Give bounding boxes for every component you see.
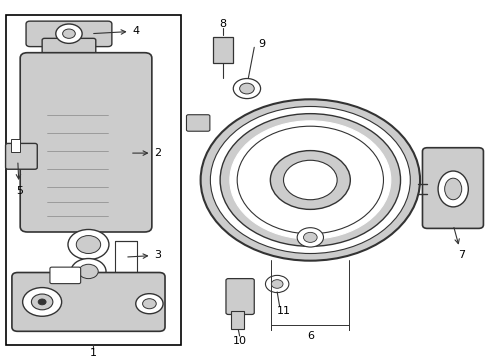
Bar [230, 311, 244, 329]
Circle shape [283, 160, 336, 200]
Text: 3: 3 [127, 250, 161, 260]
Text: 10: 10 [232, 336, 246, 346]
Text: 4: 4 [94, 26, 139, 36]
Circle shape [220, 114, 400, 246]
Circle shape [22, 288, 61, 316]
Circle shape [76, 235, 101, 253]
Circle shape [239, 83, 254, 94]
Ellipse shape [444, 178, 461, 200]
Circle shape [233, 78, 260, 99]
Circle shape [62, 29, 75, 39]
Text: 8: 8 [219, 19, 226, 29]
Bar [5, 15, 181, 345]
Bar [115, 241, 137, 275]
Circle shape [38, 299, 46, 305]
FancyBboxPatch shape [5, 143, 37, 169]
Circle shape [142, 299, 156, 309]
FancyBboxPatch shape [26, 21, 112, 46]
Text: 9: 9 [258, 39, 264, 49]
Circle shape [79, 264, 98, 279]
Circle shape [297, 228, 323, 247]
FancyBboxPatch shape [12, 273, 164, 331]
Text: 5: 5 [16, 163, 22, 196]
Bar [11, 139, 20, 152]
FancyBboxPatch shape [20, 53, 152, 232]
Text: 1: 1 [90, 348, 97, 358]
Circle shape [237, 126, 383, 234]
Ellipse shape [437, 171, 468, 207]
Circle shape [303, 232, 317, 242]
Circle shape [56, 24, 82, 43]
Circle shape [136, 294, 163, 314]
FancyBboxPatch shape [422, 148, 483, 228]
FancyBboxPatch shape [225, 279, 254, 315]
Circle shape [200, 99, 419, 261]
Text: 7: 7 [453, 228, 464, 260]
Text: 11: 11 [276, 306, 290, 316]
Text: 2: 2 [132, 148, 161, 158]
Circle shape [210, 107, 409, 253]
FancyBboxPatch shape [186, 115, 209, 131]
Circle shape [71, 258, 106, 284]
FancyBboxPatch shape [50, 267, 81, 284]
Circle shape [68, 229, 109, 260]
Circle shape [271, 280, 283, 288]
Circle shape [31, 294, 53, 310]
Circle shape [265, 275, 288, 293]
Circle shape [270, 150, 349, 210]
Text: 6: 6 [306, 331, 313, 341]
FancyBboxPatch shape [42, 39, 96, 67]
Bar [212, 37, 233, 63]
Circle shape [229, 121, 390, 239]
